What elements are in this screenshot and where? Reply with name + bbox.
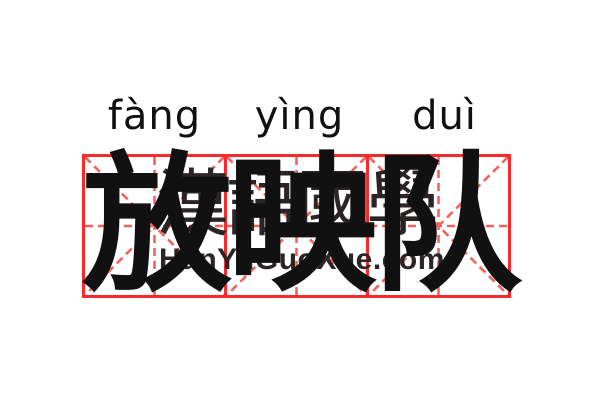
mizige-grid: [82, 154, 511, 298]
pinyin-row: fàng yìng duì: [82, 90, 517, 142]
mizige-guidelines: [85, 157, 224, 295]
pinyin-syllable: fàng: [107, 93, 202, 139]
mizige-guidelines: [227, 157, 366, 295]
hanzi-character: 映: [227, 144, 378, 310]
pinyin-syllable: duì: [412, 93, 477, 139]
mizige-guidelines: [369, 157, 508, 295]
hanzi-character: 队: [372, 144, 523, 310]
watermark-hanzi-text: 漢語國學: [156, 164, 439, 245]
pinyin-syllable: yìng: [254, 93, 345, 139]
mizige-cell: [366, 154, 511, 298]
hanzi-character: 放: [82, 144, 233, 310]
watermark-url-text: HanYuGuoXue.com: [159, 243, 445, 276]
